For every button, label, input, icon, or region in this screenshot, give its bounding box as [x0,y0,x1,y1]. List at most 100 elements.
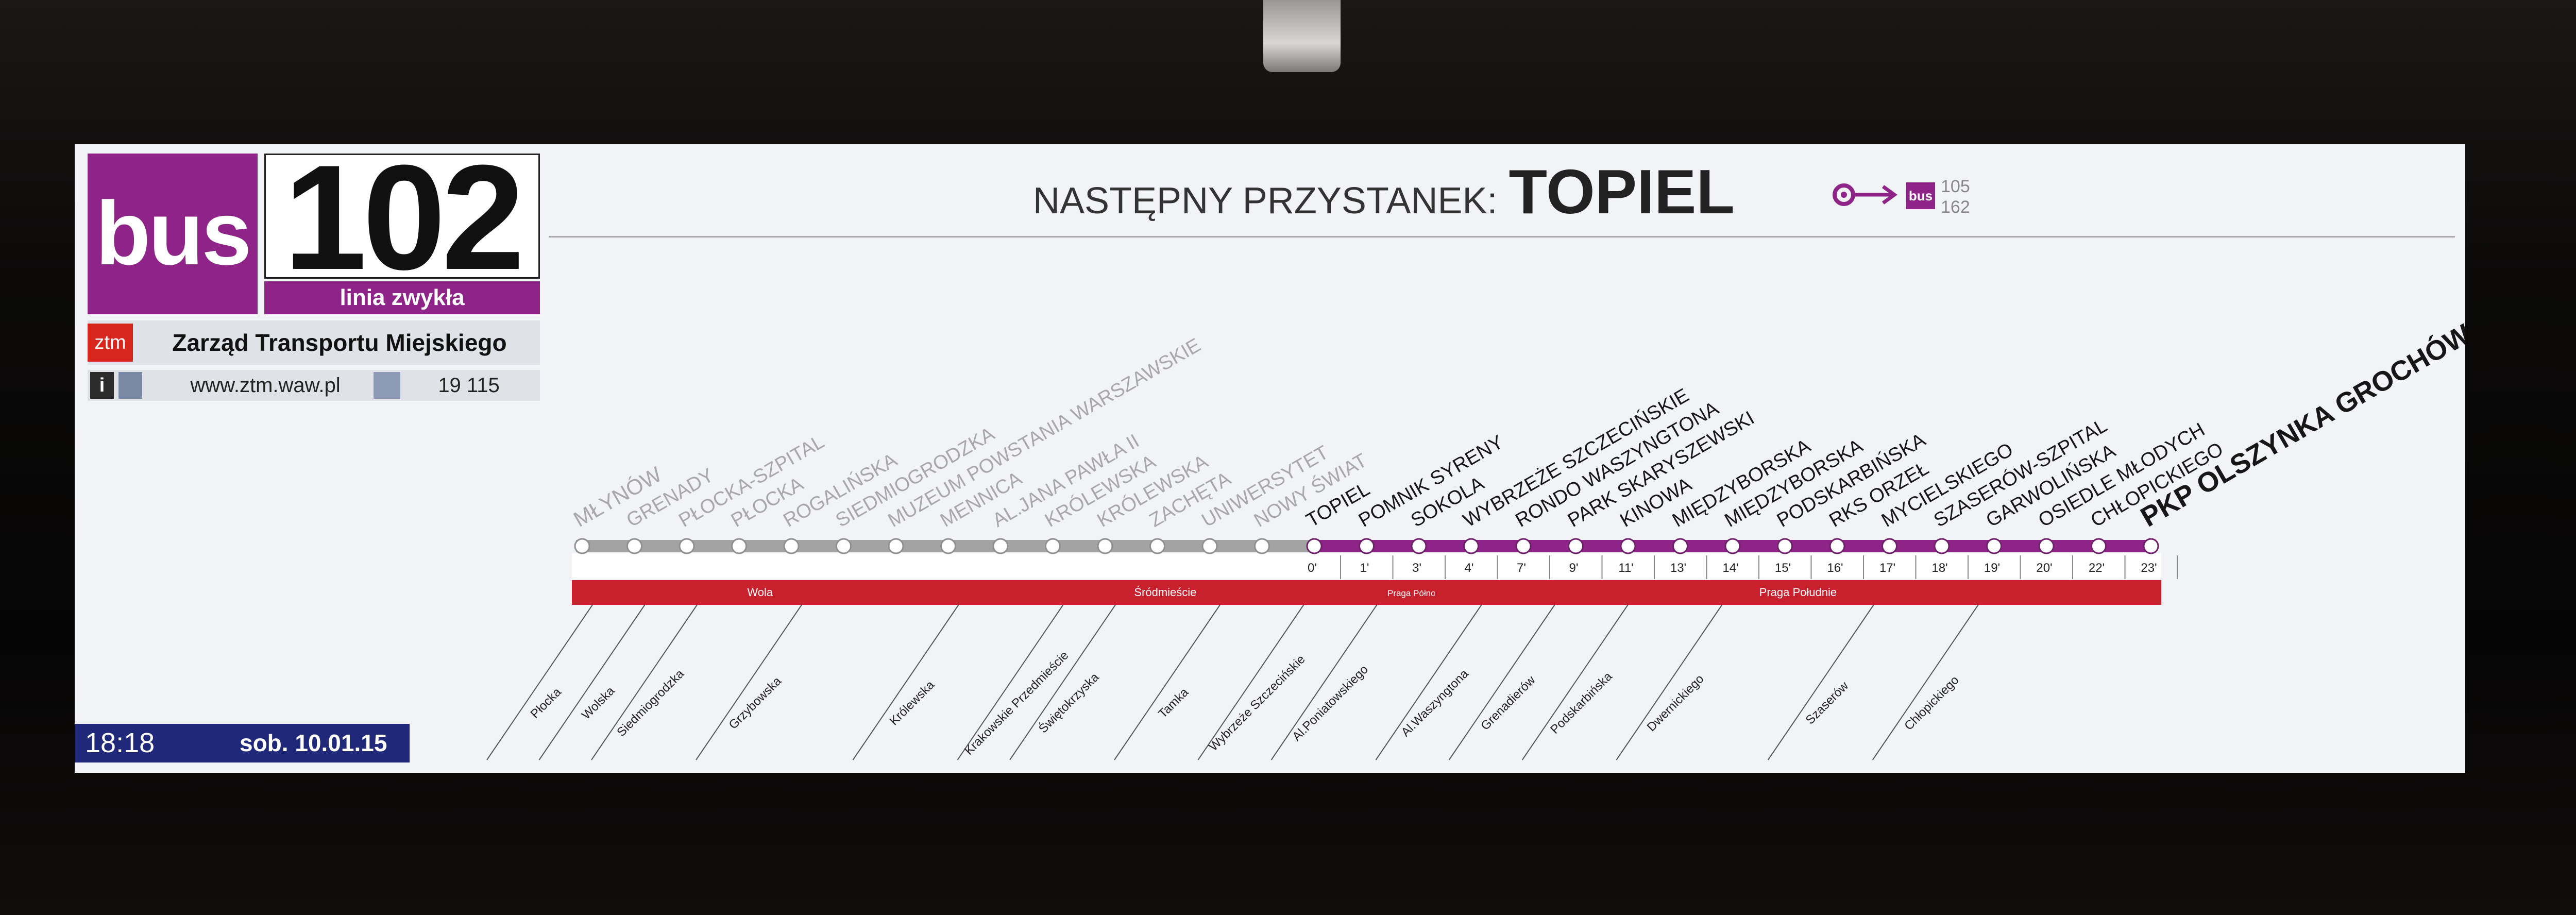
street-label: Al.Poniatowskiego [1290,663,1371,744]
street-connector [1197,604,1304,760]
street-label: Krakowskie Przedmieście [962,648,1071,757]
web-globe-icon [118,372,142,399]
stop-marker [992,538,1009,554]
district-label: Praga Południe [1759,586,1837,599]
stop-marker [1672,538,1688,554]
stop-marker [1149,538,1165,554]
stop-marker [1882,538,1897,554]
street-connector [957,604,1064,760]
clock-bar [75,724,410,763]
stop-marker [1097,538,1113,554]
next-stop-name: TOPIEL [1509,157,1735,227]
stop-marker [679,538,695,554]
street-connector [591,604,698,760]
district-band [1382,580,1445,605]
operator-row [88,320,540,365]
transfer-line: 162 [1941,197,1970,217]
transfer-line: 105 [1941,177,1970,196]
street-label: Siedmiogrodzka [614,667,687,739]
stop-marker [626,538,642,554]
clock-date: sob. 10.01.15 [240,730,387,756]
info-icon: i [90,372,114,399]
stop-marker [888,538,904,554]
phone-number: 19 115 [438,374,500,397]
street-label: Wybrzeże Szczecińskie [1207,652,1308,754]
stop-time: 20' [2036,561,2052,575]
street-connector [1114,604,1221,760]
street-connector [1767,604,1874,760]
stop-time: 17' [1879,561,1895,575]
street-connector [1009,604,1116,760]
stop-marker [836,538,852,554]
contact-row [88,370,540,401]
street-connector [1448,604,1555,760]
stop-time: 15' [1775,561,1791,575]
stop-time: 13' [1670,561,1686,575]
street-label: Szaserów [1803,679,1852,727]
stop-marker [1515,538,1532,554]
stop-marker [1620,538,1636,554]
stop-time: 18' [1931,561,1947,575]
street-label: Królewska [887,678,938,728]
route-diagram: Wola Śródmieście Praga Północ Praga Południ… [486,318,2465,760]
stop-time: 11' [1618,561,1634,575]
street-label: Dwernickiego [1645,672,1707,734]
street-label: Płocka [528,685,564,721]
stop-marker [1934,538,1950,554]
district-band [938,580,1393,605]
mounting-clip [1263,0,1341,72]
stop-marker [2143,538,2159,554]
stop-marker [1045,538,1061,554]
street-label: Podskarbińska [1548,669,1615,737]
stop-time: 16' [1827,561,1843,575]
stop-time: 14' [1722,561,1738,575]
header-divider [549,236,2455,238]
clock-time: 18:18 [85,727,155,758]
district-band [572,580,948,605]
stop-marker [940,538,956,554]
street-connector [1616,604,1723,760]
next-stop-label: NASTĘPNY PRZYSTANEK: [1033,180,1498,222]
stop-marker [1829,538,1845,554]
stop-marker [1359,538,1375,554]
stop-time: 1' [1360,561,1369,575]
street-connector [538,604,646,760]
operator-name: Zarząd Transportu Miejskiego [172,329,507,356]
stop-time: 23' [2141,561,2157,575]
street-connector [486,604,593,760]
stop-time: 22' [2089,561,2105,575]
ztm-logo: ztm [88,324,133,362]
stop-time: 19' [1984,561,2000,575]
stop-marker [1986,538,2002,554]
district-label: Praga Północ [1387,588,1440,598]
mode-badge: bus [88,154,258,314]
street-label: Al.Waszyngtona [1399,667,1472,740]
street-connector [696,604,802,760]
stop-marker [731,538,747,554]
stop-time: 4' [1465,561,1474,575]
street-label: Tamka [1156,685,1192,721]
line-number: 102 [264,144,540,292]
stop-marker [1254,538,1270,554]
stop-marker [1411,538,1427,554]
street-connector [852,604,959,760]
stop-marker [574,538,590,554]
phone-icon [374,372,400,399]
stop-time: 3' [1412,561,1421,575]
transfer-arrow-icon [1832,179,1904,210]
stop-marker [1463,538,1479,554]
street-label: Wolska [579,684,618,722]
stop-time: 0' [1308,561,1317,575]
stop-marker [2038,538,2055,554]
stop-marker [1201,538,1218,554]
stop-marker [1724,538,1741,554]
stop-time: 9' [1569,561,1579,575]
district-label: Śródmieście [1134,586,1196,599]
street-connector [1270,604,1378,760]
district-band [1434,580,2161,605]
website-text: www.ztm.waw.pl [190,374,341,397]
line-type-label: linia zwykła [264,281,540,314]
passenger-info-screen: bus 102 linia zwykła ztm Zarząd Transpor… [75,144,2465,773]
transfer-mode-badge: bus [1906,182,1935,209]
street-connector [1375,604,1482,760]
